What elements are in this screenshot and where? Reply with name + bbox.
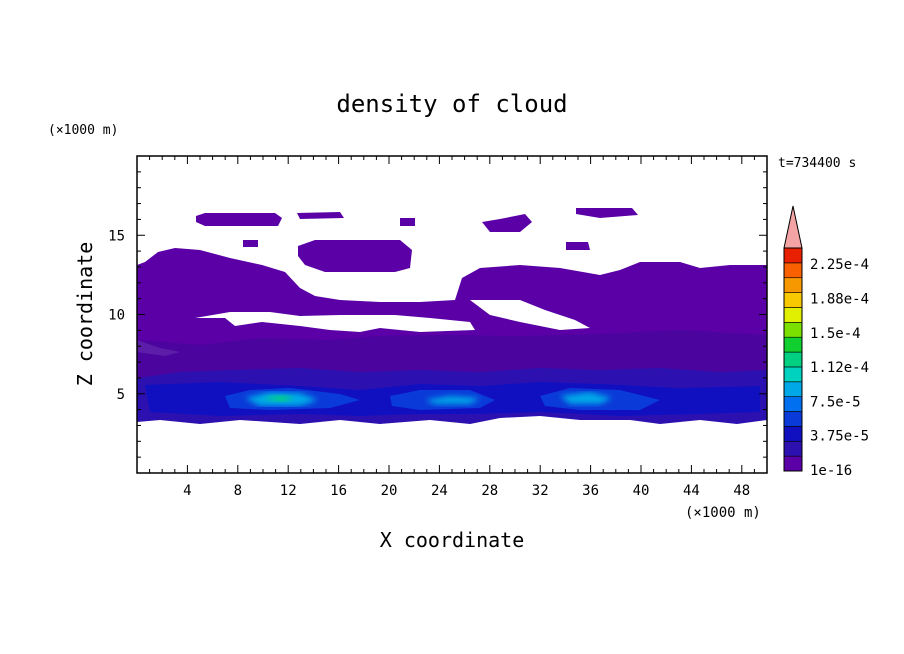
colorbar-bin bbox=[783, 292, 803, 308]
colorbar-label: 3.75e-5 bbox=[810, 429, 869, 445]
colorbar-label: 1.5e-4 bbox=[810, 326, 861, 342]
contour-field bbox=[137, 208, 767, 473]
colorbar-frame bbox=[783, 247, 803, 472]
cirrus-patch-1 bbox=[196, 213, 282, 226]
colorbar-bin bbox=[783, 351, 803, 368]
x-tick-label: 48 bbox=[733, 483, 750, 499]
cirrus-patch-3 bbox=[243, 240, 258, 247]
x-tick-label: 4 bbox=[183, 483, 191, 499]
colorbar-bin bbox=[783, 411, 803, 427]
clear-gap-2 bbox=[470, 300, 590, 330]
cirrus-patch-8 bbox=[400, 218, 415, 226]
x-unit-label: (×1000 m) bbox=[685, 505, 761, 521]
x-tick-label: 40 bbox=[633, 483, 650, 499]
y-unit-label: (×1000 m) bbox=[48, 123, 118, 138]
colorbar-bin bbox=[783, 455, 803, 472]
colorbar-label: 1.12e-4 bbox=[810, 360, 869, 376]
chart-title: density of cloud bbox=[336, 90, 567, 118]
time-label: t=734400 s bbox=[778, 156, 856, 171]
x-tick-label: 20 bbox=[381, 483, 398, 499]
cirrus-patch-2 bbox=[297, 212, 344, 219]
cirrus-patch-5 bbox=[482, 214, 532, 232]
colorbar-bin bbox=[783, 247, 803, 264]
colorbar-label: 2.25e-4 bbox=[810, 257, 869, 273]
colorbar-bin bbox=[783, 277, 803, 293]
colorbar-bin bbox=[783, 396, 803, 412]
colorbar-bin bbox=[783, 381, 803, 397]
cirrus-patch-4 bbox=[298, 240, 412, 272]
y-tick-label: 10 bbox=[108, 308, 125, 324]
colorbar-label: 1e-16 bbox=[810, 463, 852, 479]
y-axis-label: Z coordinate bbox=[73, 242, 97, 387]
colorbar-label: 1.88e-4 bbox=[810, 291, 869, 307]
colorbar-bin bbox=[783, 262, 803, 279]
colorbar-bin bbox=[783, 366, 803, 383]
cirrus-patch-7 bbox=[566, 242, 590, 250]
colorbar-bin bbox=[783, 440, 803, 457]
y-tick-label: 15 bbox=[108, 228, 125, 244]
x-axis: 4 8 12 16 20 24 28 32 36 40 44 48 bbox=[149, 156, 755, 499]
colorbar: 1e-16 3.75e-5 7.5e-5 1.12e-4 1.5e-4 1.88e-4 2.… bbox=[783, 205, 869, 479]
x-tick-label: 24 bbox=[431, 483, 448, 499]
colorbar-extend-arrow bbox=[783, 205, 803, 249]
colorbar-bin bbox=[783, 322, 803, 338]
x-tick-label: 8 bbox=[234, 483, 242, 499]
x-tick-label: 32 bbox=[532, 483, 549, 499]
x-tick-label: 36 bbox=[582, 483, 599, 499]
cirrus-patch-6 bbox=[576, 208, 638, 218]
x-tick-label: 12 bbox=[280, 483, 297, 499]
colorbar-bin bbox=[783, 426, 803, 442]
clear-bottom bbox=[137, 424, 767, 473]
y-axis: 5 10 15 bbox=[108, 171, 767, 458]
core-cyan bbox=[245, 392, 612, 406]
colorbar-bin bbox=[783, 307, 803, 323]
core-green bbox=[262, 395, 295, 402]
y-tick-label: 5 bbox=[117, 387, 125, 403]
x-axis-label: X coordinate bbox=[380, 528, 525, 552]
colorbar-bin bbox=[783, 336, 803, 353]
clear-gap-1 bbox=[195, 312, 475, 332]
x-tick-label: 16 bbox=[330, 483, 347, 499]
x-tick-label: 28 bbox=[481, 483, 498, 499]
colorbar-label: 7.5e-5 bbox=[810, 394, 861, 410]
x-tick-label: 44 bbox=[683, 483, 700, 499]
